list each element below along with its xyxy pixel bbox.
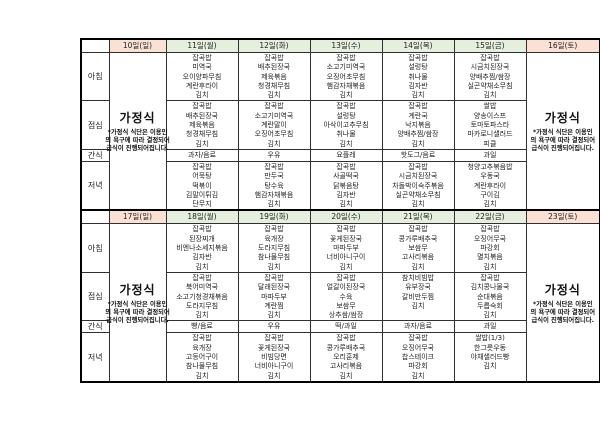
date-header: 20일(수)	[309, 209, 383, 225]
meal-plan-table: 10일(일) 11일(월) 12일(화) 13일(수) 14일(목) 15일(금…	[80, 38, 600, 383]
date-header: 22일(금)	[453, 209, 527, 225]
date-header: 17일(일)	[108, 209, 167, 225]
menu-cell: 잡곡밥 달래된장국 마파두부 계란찜 김치	[237, 271, 311, 322]
week2-snack-row: 간식 빵/음료 우유 떡/과일 과자/음료 과일	[80, 320, 600, 334]
week2-header-row: 17일(일) 18일(월) 19일(화) 20일(수) 21일(목) 22일(금…	[80, 209, 600, 225]
week1-dinner-row: 저녁 잡곡밥 어묵탕 떡볶이 김말이튀김 단무지 잡곡밥 만두국 탕수육 햄감자…	[80, 160, 600, 211]
snack-cell: 요플레	[309, 148, 383, 162]
snack-cell: 핫도그/음료	[381, 148, 455, 162]
menu-cell: 잡곡밥 꽃게된장국 마파두부 너비아니구이 김치	[309, 223, 383, 273]
date-header: 18일(월)	[165, 209, 239, 225]
menu-cell: 잡곡밥 소고기미역국 계란말이 오징어초무침 김치	[237, 100, 311, 150]
row-label-dinner: 저녁	[80, 332, 110, 383]
week1-lunch-row: 점심 잡곡밥 배추된장국 제육볶음 청경채무침 김치 잡곡밥 소고기미역국 계란…	[80, 100, 600, 150]
corner-cell	[80, 209, 110, 225]
snack-cell: 우유	[237, 148, 311, 162]
snack-cell: 떡/과일	[309, 320, 383, 334]
row-label-lunch: 점심	[80, 100, 110, 150]
menu-cell: 청양고추볶음밥 우동국 계란후라이 구이김 김치	[453, 160, 527, 211]
menu-cell: 잡곡밥 설렁탕 아삭이고추무침 취나물 김치	[309, 100, 383, 150]
menu-cell: 잡곡밥 육개장 고등어구이 참나물무침 김치	[165, 332, 239, 383]
week1-breakfast-row: 아침 가정식 *가정식 식단은 이용인 의 욕구에 따라 결정되어 급식이 진행…	[80, 51, 600, 211]
corner-cell	[80, 38, 110, 53]
date-header: 19일(화)	[237, 209, 311, 225]
home-meal-cell-saturday: 가정식 *가정식 식단은 이용인 의 욕구에 따라 결정되어 급식이 진행되어집…	[525, 223, 600, 383]
menu-cell: 잡곡밥 김치콩나물국 순대볶음 두릅숙회 김치	[453, 271, 527, 322]
menu-cell: 잡곡밥 배추된장국 제육볶음 청경채무침 김치	[165, 100, 239, 150]
menu-cell: 잡곡밥 사골떡국 닭볶음탕 김자반 김치	[309, 160, 383, 211]
date-header: 15일(금)	[453, 38, 527, 53]
week2-dinner-row: 저녁 잡곡밥 육개장 고등어구이 참나물무침 김치 잡곡밥 꽃게된장국 비빔당면…	[80, 332, 600, 383]
menu-cell: 잡곡밥 오징어무국 찹스테이크 파강회 김치	[381, 332, 455, 383]
menu-cell: 잡곡밥 된장찌개 비엔나소세지볶음 김자반 김치	[165, 223, 239, 273]
home-meal-cell-sunday: 가정식 *가정식 식단은 이용인 의 욕구에 따라 결정되어 급식이 진행되어집…	[105, 223, 170, 383]
menu-cell: 잡곡밥 오징어무국 파강회 멸치볶음 김치	[453, 223, 527, 273]
menu-cell: 잡곡밥 소고기미역국 오징어초무침 햄감자채볶음 김치	[309, 51, 383, 102]
menu-cell: 잡곡밥 만두국 탕수육 햄감자채볶음 김치	[237, 160, 311, 211]
home-meal-note: *가정식 식단은 이용인 의 욕구에 따라 결정되어 급식이 진행되어집니다.	[105, 129, 170, 153]
week1-header-row: 10일(일) 11일(월) 12일(화) 13일(수) 14일(목) 15일(금…	[80, 38, 600, 53]
snack-cell: 과자/음료	[165, 148, 239, 162]
menu-cell: 잡곡밥 콩가루배추국 오리훈제 고사리볶음 김치	[309, 332, 383, 383]
menu-cell: 잡곡밥 콩가루배추국 보쌈무 고사리볶음 김치	[381, 223, 455, 273]
menu-cell: 잡곡밥 시금치된장국 차돌박이숙주볶음 실곤약채소무침 김치	[381, 160, 455, 211]
menu-cell: 잡곡밥 배추된장국 제육볶음 청경채무침 김치	[237, 51, 311, 102]
menu-cell: 잡곡밥 미역국 오이양파무침 계란후라이 김치	[165, 51, 239, 102]
menu-cell: 쌀밥 양송이스프 토마토파스타 마카로니샐러드 피클	[453, 100, 527, 150]
menu-cell: 잡곡밥 꽃게된장국 비빔당면 너비아니구이 김치	[237, 332, 311, 383]
row-label-breakfast: 아침	[80, 51, 110, 102]
snack-cell: 우유	[237, 320, 311, 334]
home-meal-note: *가정식 식단은 이용인 의 욕구에 따라 결정되어 급식이 진행되어집니다.	[105, 300, 170, 324]
date-header: 13일(수)	[309, 38, 383, 53]
date-header: 12일(화)	[237, 38, 311, 53]
row-label-breakfast: 아침	[80, 223, 110, 273]
row-label-snack: 간식	[80, 148, 110, 162]
row-label-snack: 간식	[80, 320, 110, 334]
date-header: 16일(토)	[525, 38, 600, 53]
home-meal-note: *가정식 식단은 이용인 의 욕구에 따라 결정되어 급식이 진행되어집니다.	[530, 300, 595, 324]
date-header: 10일(일)	[108, 38, 167, 53]
snack-cell: 과자/음료	[381, 320, 455, 334]
home-meal-title: 가정식	[544, 111, 581, 126]
date-header: 14일(목)	[381, 38, 455, 53]
home-meal-cell-saturday: 가정식 *가정식 식단은 이용인 의 욕구에 따라 결정되어 급식이 진행되어집…	[525, 52, 600, 211]
home-meal-title: 가정식	[119, 282, 156, 297]
home-meal-title: 가정식	[544, 282, 581, 297]
menu-cell: 참치비빔밥 유부장국 갈비만두찜 김치	[381, 271, 455, 322]
menu-cell: 잡곡밥 북어미역국 소고기청경채볶음 도라지무침 김치	[165, 271, 239, 322]
week1-snack-row: 간식 과자/음료 우유 요플레 핫도그/음료 과일	[80, 148, 600, 162]
date-header: 11일(월)	[165, 38, 239, 53]
menu-cell: 잡곡밥 육개장 도라지무침 참나물무침 김치	[237, 223, 311, 273]
row-label-dinner: 저녁	[80, 160, 110, 211]
menu-cell: 잡곡밥 어묵탕 떡볶이 김말이튀김 단무지	[165, 160, 239, 211]
snack-cell: 과일	[453, 320, 527, 334]
week2-lunch-row: 점심 잡곡밥 북어미역국 소고기청경채볶음 도라지무침 김치 잡곡밥 달래된장국…	[80, 271, 600, 322]
home-meal-note: *가정식 식단은 이용인 의 욕구에 따라 결정되어 급식이 진행되어집니다.	[530, 129, 595, 153]
menu-cell: 쌀밥(1/3) 한그릇우동 야채샐러드빵 김치	[453, 332, 527, 383]
menu-cell: 잡곡밥 얼갈이된장국 수육 보쌈무 상추쌈/쌈장	[309, 271, 383, 322]
home-meal-title: 가정식	[119, 111, 156, 126]
week2-breakfast-row: 아침 가정식 *가정식 식단은 이용인 의 욕구에 따라 결정되어 급식이 진행…	[80, 223, 600, 383]
snack-cell: 과일	[453, 148, 527, 162]
date-header: 21일(목)	[381, 209, 455, 225]
menu-cell: 잡곡밥 시금치된장국 양배추찜/쌈장 실곤약채소무침 김치	[453, 51, 527, 102]
menu-cell: 잡곡밥 설렁탕 취나물 김자반 김치	[381, 51, 455, 102]
date-header: 23일(토)	[525, 209, 600, 225]
snack-cell: 빵/음료	[165, 320, 239, 334]
row-label-lunch: 점심	[80, 271, 110, 322]
home-meal-cell-sunday: 가정식 *가정식 식단은 이용인 의 욕구에 따라 결정되어 급식이 진행되어집…	[105, 52, 170, 211]
menu-cell: 잡곡밥 계란국 낙지볶음 양배추찜/쌈장 김치	[381, 100, 455, 150]
